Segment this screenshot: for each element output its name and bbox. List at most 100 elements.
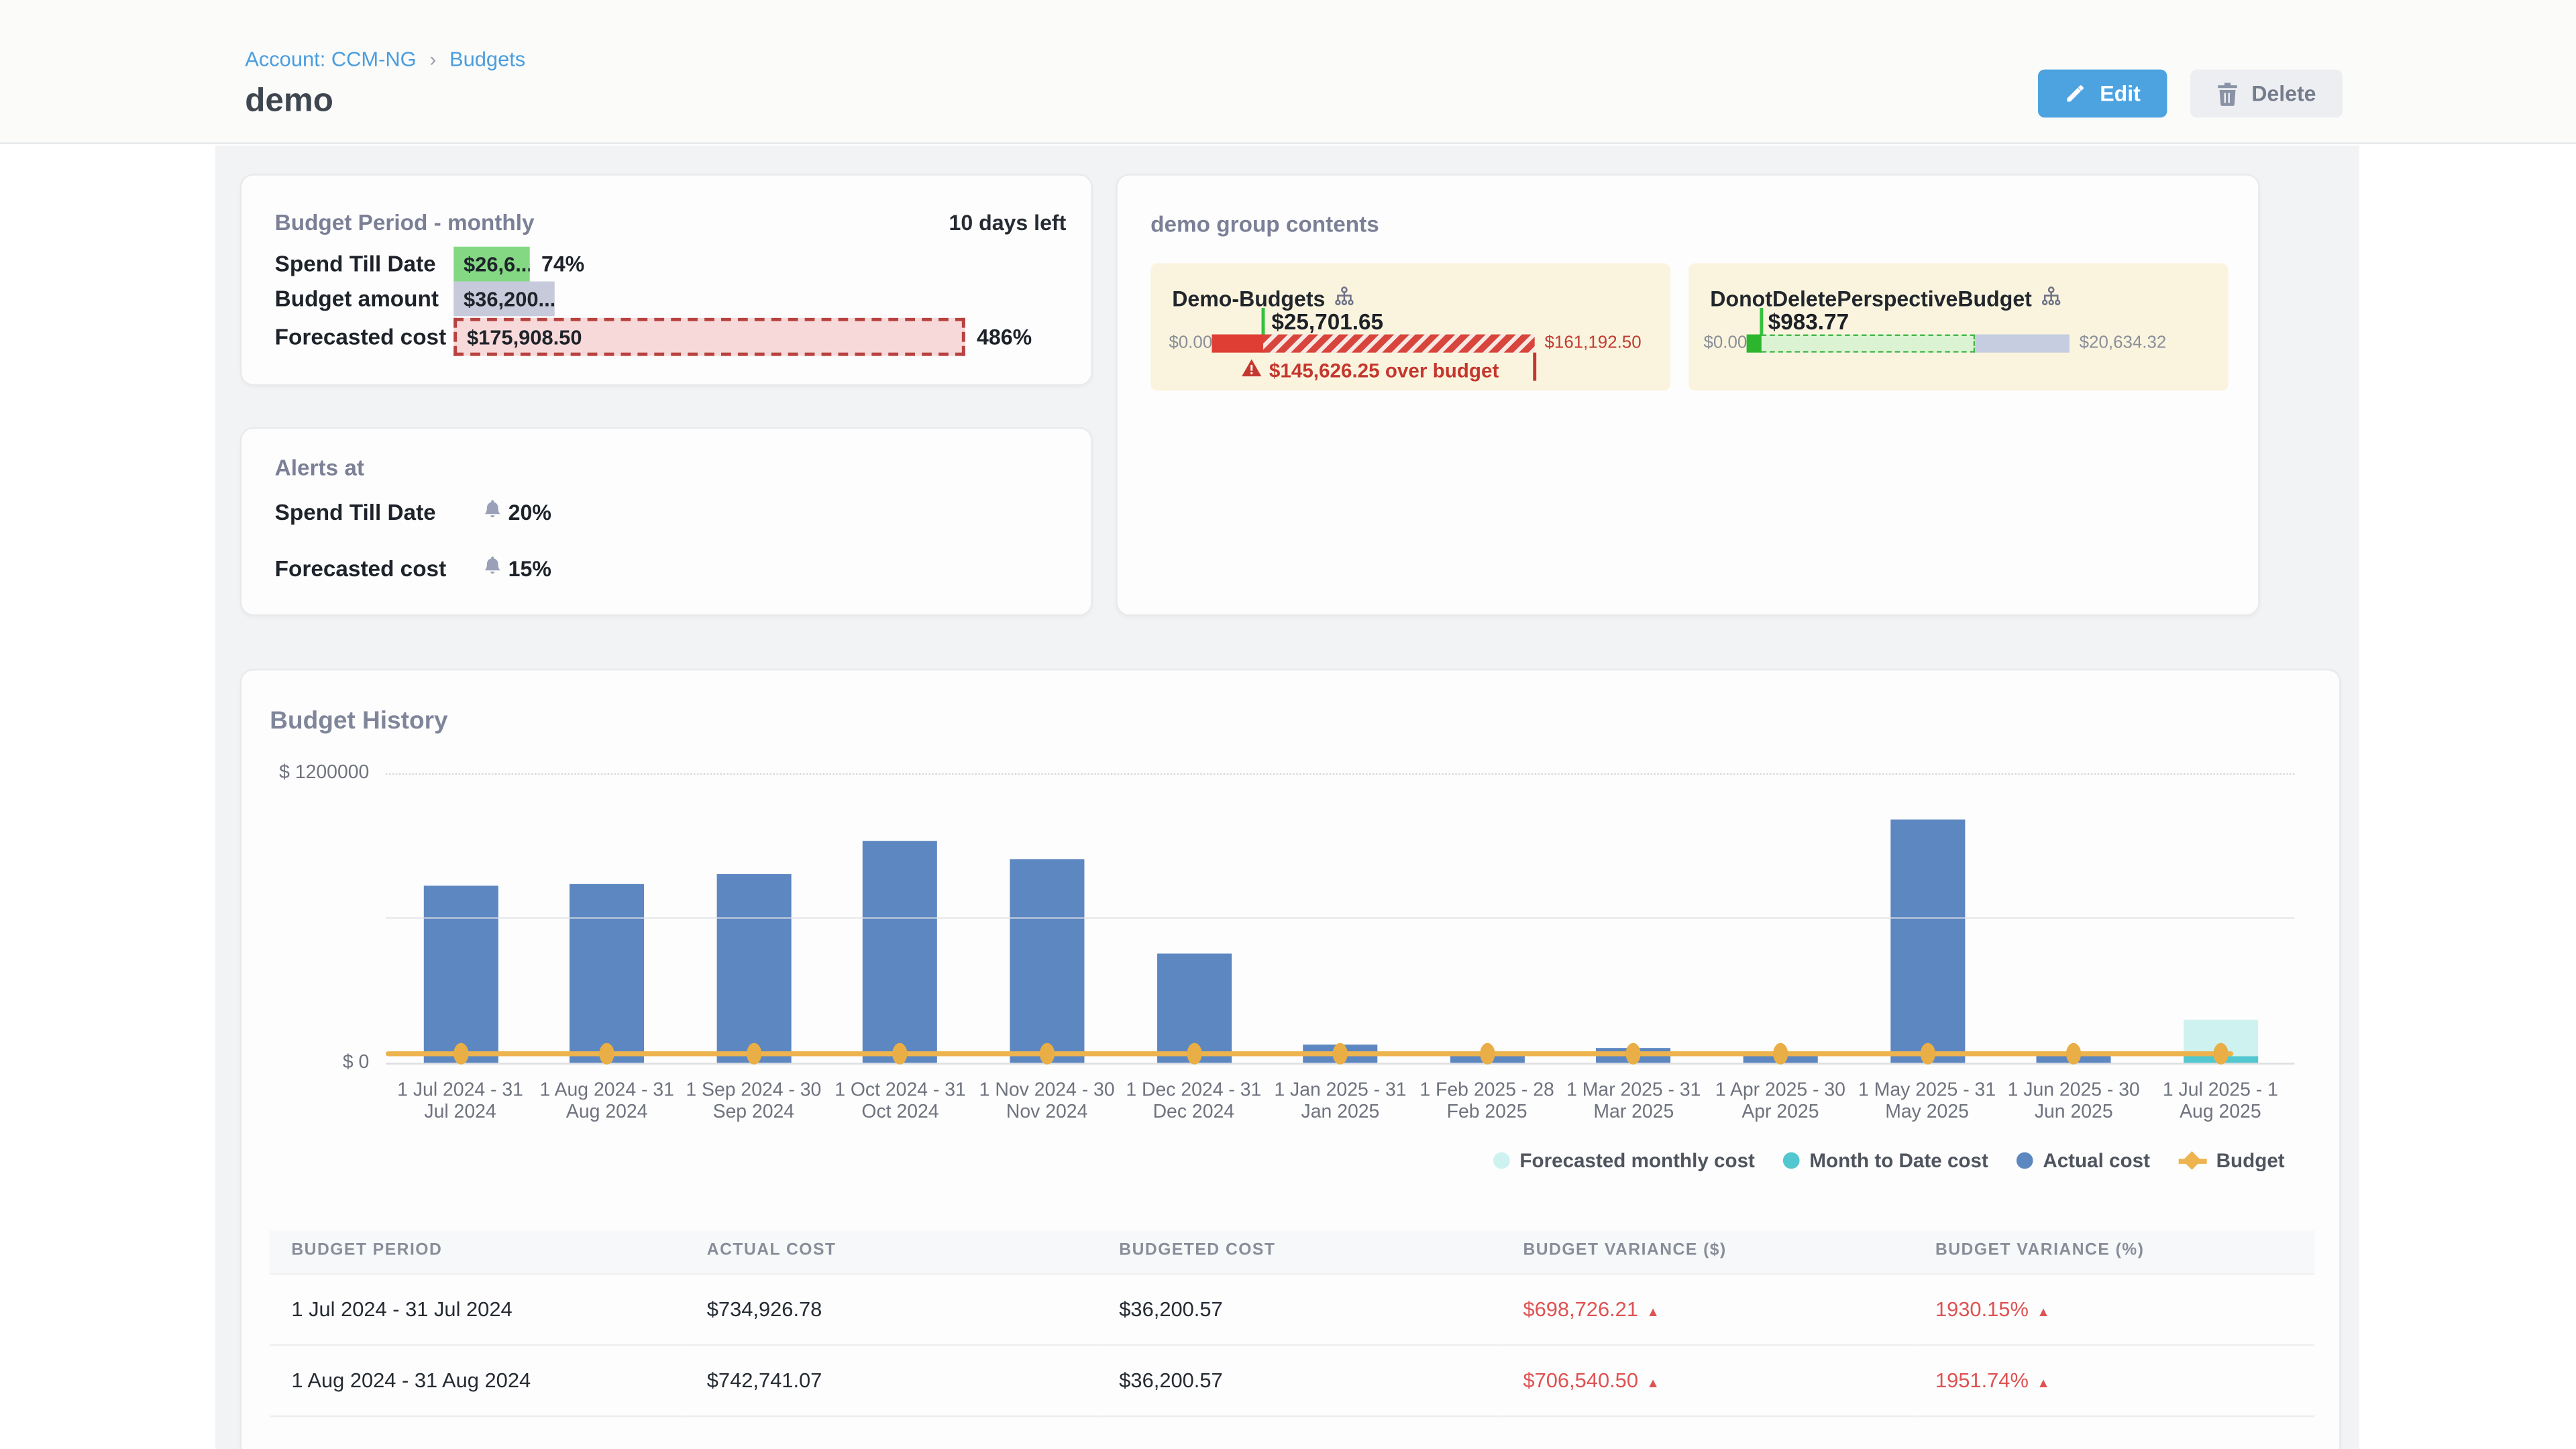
actual-cost-bar[interactable] — [716, 874, 791, 1063]
breadcrumb-account-link[interactable]: Account: CCM-NG — [245, 48, 417, 72]
budget-marker[interactable] — [1772, 1043, 1788, 1065]
period-cell: 1 Aug 2024 - 31 Aug 2024 — [270, 1344, 686, 1417]
table-header-cell: BUDGET VARIANCE ($) — [1501, 1230, 1914, 1273]
budget-marker[interactable] — [1479, 1043, 1495, 1065]
alert-spend-value: 20% — [508, 499, 551, 525]
page-header: Account: CCM-NG › Budgets demo Edit Dele… — [0, 0, 2576, 144]
budget-marker[interactable] — [1039, 1043, 1055, 1065]
budget-marker[interactable] — [452, 1043, 468, 1065]
bar-max-label: $20,634.32 — [2079, 333, 2167, 353]
budget-marker[interactable] — [1919, 1043, 1935, 1065]
gridline-middle — [386, 917, 2295, 919]
hierarchy-icon[interactable] — [2042, 286, 2062, 311]
legend-label: Month to Date cost — [1809, 1148, 1988, 1173]
budget-period-card: Budget Period - monthly 10 days left Spe… — [239, 174, 1093, 386]
alert-spend-label: Spend Till Date — [274, 499, 436, 525]
budget-marker[interactable] — [2066, 1043, 2082, 1065]
table-header-row: BUDGET PERIOD ACTUAL COST BUDGETED COST BUD… — [270, 1230, 2315, 1273]
tile-name-label: Demo-Budgets — [1172, 286, 1326, 311]
spend-segment — [1212, 334, 1263, 353]
budget-marker[interactable] — [746, 1043, 761, 1065]
hierarchy-icon[interactable] — [1335, 286, 1355, 311]
budget-variance-pct-cell: 1951.74% ▲ — [1913, 1344, 2315, 1417]
x-axis-label: 1 Apr 2025 - 30 Apr 2025 — [1715, 1081, 1845, 1123]
budget-usage-bar[interactable] — [1746, 334, 2070, 353]
budget-variance-usd-cell: $706,540.50 ▲ — [1501, 1344, 1914, 1417]
forecasted-cost-chip[interactable]: $175,908.50 — [453, 317, 965, 356]
tile-spend-value: $983.77 — [1768, 309, 1849, 335]
alert-forecast-label: Forecasted cost — [274, 555, 447, 580]
legend-label: Forecasted monthly cost — [1519, 1148, 1755, 1173]
budget-period-card-title: Budget Period - monthly — [274, 210, 535, 235]
breadcrumb: Account: CCM-NG › Budgets — [245, 48, 525, 72]
x-axis-label: 1 Dec 2024 - 31 Dec 2024 — [1126, 1081, 1262, 1123]
table-header-cell: BUDGETED COST — [1097, 1230, 1502, 1273]
header-actions: Edit Delete — [2038, 69, 2343, 118]
over-budget-marker-line — [1533, 352, 1536, 381]
budget-history-title: Budget History — [270, 706, 448, 735]
legend-item[interactable]: Month to Date cost — [1782, 1148, 1988, 1173]
spend-segment — [1746, 334, 1762, 353]
overage-hatched-segment — [1263, 334, 1535, 353]
actual-cost-bar[interactable] — [570, 883, 645, 1063]
budget-marker[interactable] — [1186, 1043, 1201, 1065]
forecasted-cost-row: Forecasted cost $175,908.50 486% — [275, 317, 1032, 356]
actual-cost-bar[interactable] — [423, 885, 498, 1063]
budget-marker[interactable] — [599, 1043, 614, 1065]
actual-cost-bar[interactable] — [1890, 819, 1965, 1063]
legend-dot-icon — [2016, 1152, 2033, 1169]
legend-item[interactable]: Forecasted monthly cost — [1493, 1148, 1755, 1173]
budget-marker[interactable] — [2212, 1043, 2228, 1065]
alerts-card: Alerts at Spend Till Date 20% Forecasted… — [239, 427, 1093, 616]
breadcrumb-budgets-link[interactable]: Budgets — [449, 48, 526, 72]
group-budget-tile-donotdelete[interactable]: DonotDeletePerspectiveBudget $983.77 $0.… — [1688, 263, 2229, 391]
y-axis-zero-label: $ 0 — [342, 1053, 370, 1073]
budget-marker[interactable] — [892, 1043, 908, 1065]
x-axis-label: 1 Nov 2024 - 30 Nov 2024 — [979, 1081, 1115, 1123]
actual-cost-bar[interactable] — [1010, 858, 1085, 1063]
budget-line[interactable] — [386, 1051, 2234, 1057]
x-axis-label: 1 Jan 2025 - 31 Jan 2025 — [1274, 1081, 1407, 1123]
group-budget-tile-demo-budgets[interactable]: Demo-Budgets $25,701.65 $0.00 $161,192.5… — [1150, 263, 1671, 391]
spend-till-date-chip[interactable]: $26,6... — [453, 246, 530, 282]
budget-marker[interactable] — [1626, 1043, 1642, 1065]
actual-cost-cell: $742,741.07 — [685, 1344, 1098, 1417]
legend-dot-icon — [1493, 1152, 1510, 1169]
variance-up-icon: ▲ — [2037, 1303, 2050, 1319]
table-header-cell: ACTUAL COST — [685, 1230, 1098, 1273]
bar-min-label: $0.00 — [1169, 333, 1213, 353]
days-left-label: 10 days left — [949, 210, 1067, 235]
variance-up-icon: ▲ — [1646, 1303, 1660, 1319]
variance-up-icon: ▲ — [1646, 1375, 1660, 1390]
spend-till-date-percent: 74% — [541, 252, 585, 277]
x-axis-label: 1 Mar 2025 - 31 Mar 2025 — [1566, 1081, 1701, 1123]
legend-item[interactable]: Actual cost — [2016, 1149, 2150, 1172]
x-axis-label: 1 Jun 2025 - 30 Jun 2025 — [2007, 1081, 2140, 1123]
x-axis-label: 1 Oct 2024 - 31 Oct 2024 — [835, 1081, 966, 1123]
delete-button[interactable]: Delete — [2190, 69, 2343, 118]
budget-usage-bar[interactable] — [1212, 334, 1535, 353]
x-axis-label: 1 Jul 2025 - 1 Aug 2025 — [2162, 1081, 2278, 1123]
budget-amount-chip[interactable]: $36,200.... — [453, 281, 555, 317]
chevron-right-icon: › — [429, 48, 437, 72]
edit-button-label: Edit — [2100, 80, 2141, 106]
bar-min-label: $0.00 — [1703, 333, 1748, 353]
bell-icon — [484, 499, 502, 524]
period-cell: 1 Jul 2024 - 31 Jul 2024 — [270, 1272, 686, 1346]
table-row: 1 Jul 2024 - 31 Jul 2024 $734,926.78 $36,2… — [270, 1272, 2315, 1346]
alerts-card-title: Alerts at — [274, 455, 365, 480]
spend-marker-line — [1261, 308, 1265, 353]
over-budget-text: $145,626.25 over budget — [1269, 359, 1499, 383]
legend-dot-icon — [1782, 1152, 1800, 1169]
budget-marker[interactable] — [1332, 1043, 1348, 1065]
legend-item[interactable]: Budget — [2178, 1148, 2285, 1173]
budget-history-table: BUDGET PERIOD ACTUAL COST BUDGETED COST BUD… — [270, 1230, 2315, 1417]
variance-up-icon: ▲ — [2037, 1375, 2050, 1390]
actual-cost-bar[interactable] — [863, 840, 938, 1063]
legend-label: Budget — [2216, 1148, 2285, 1173]
budget-history-card: Budget History $ 1200000 $ 0 1 Jul 2024 … — [239, 669, 2341, 1449]
budget-amount-row: Budget amount $36,200.... — [275, 281, 555, 317]
edit-button[interactable]: Edit — [2038, 69, 2167, 118]
group-contents-title: demo group contents — [1150, 211, 1379, 237]
